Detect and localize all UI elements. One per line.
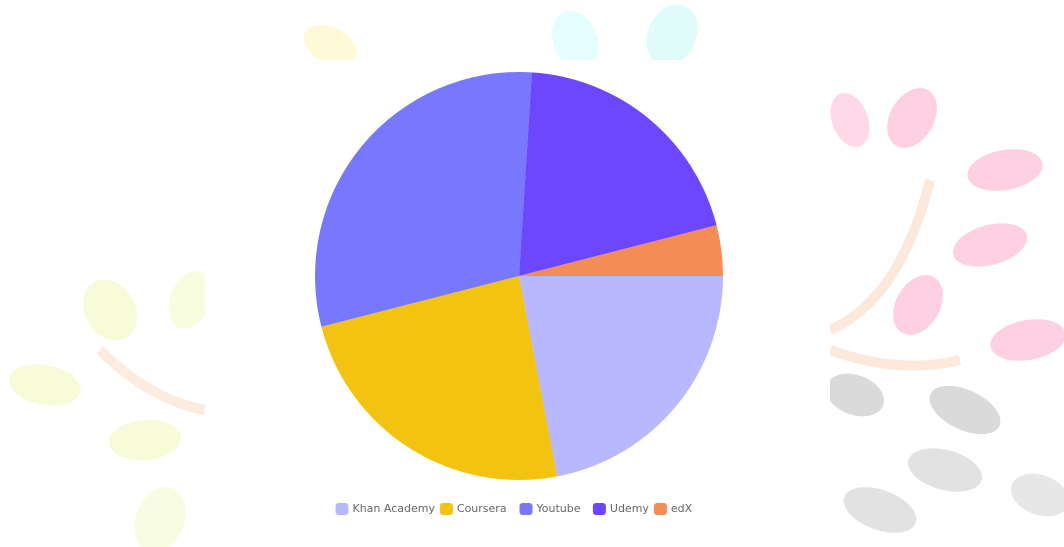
legend-item[interactable]: Youtube [520,502,581,515]
legend-label: Khan Academy [353,502,436,515]
pie [315,72,723,480]
legend-swatch [440,503,453,515]
legend-item[interactable]: edX [654,502,693,515]
legend-item[interactable]: Udemy [593,502,650,515]
legend-swatch [520,503,533,515]
legend-swatch [654,503,667,515]
page: Khan Academy Coursera Youtube Udemy edX [0,0,1064,547]
legend-swatch [593,503,606,515]
legend-label: Udemy [610,502,650,515]
legend-label: Youtube [536,502,581,515]
legend-item[interactable]: Coursera [440,502,507,515]
legend-swatch [336,503,349,515]
legend-label: edX [671,502,693,515]
legend-label: Coursera [457,502,507,515]
